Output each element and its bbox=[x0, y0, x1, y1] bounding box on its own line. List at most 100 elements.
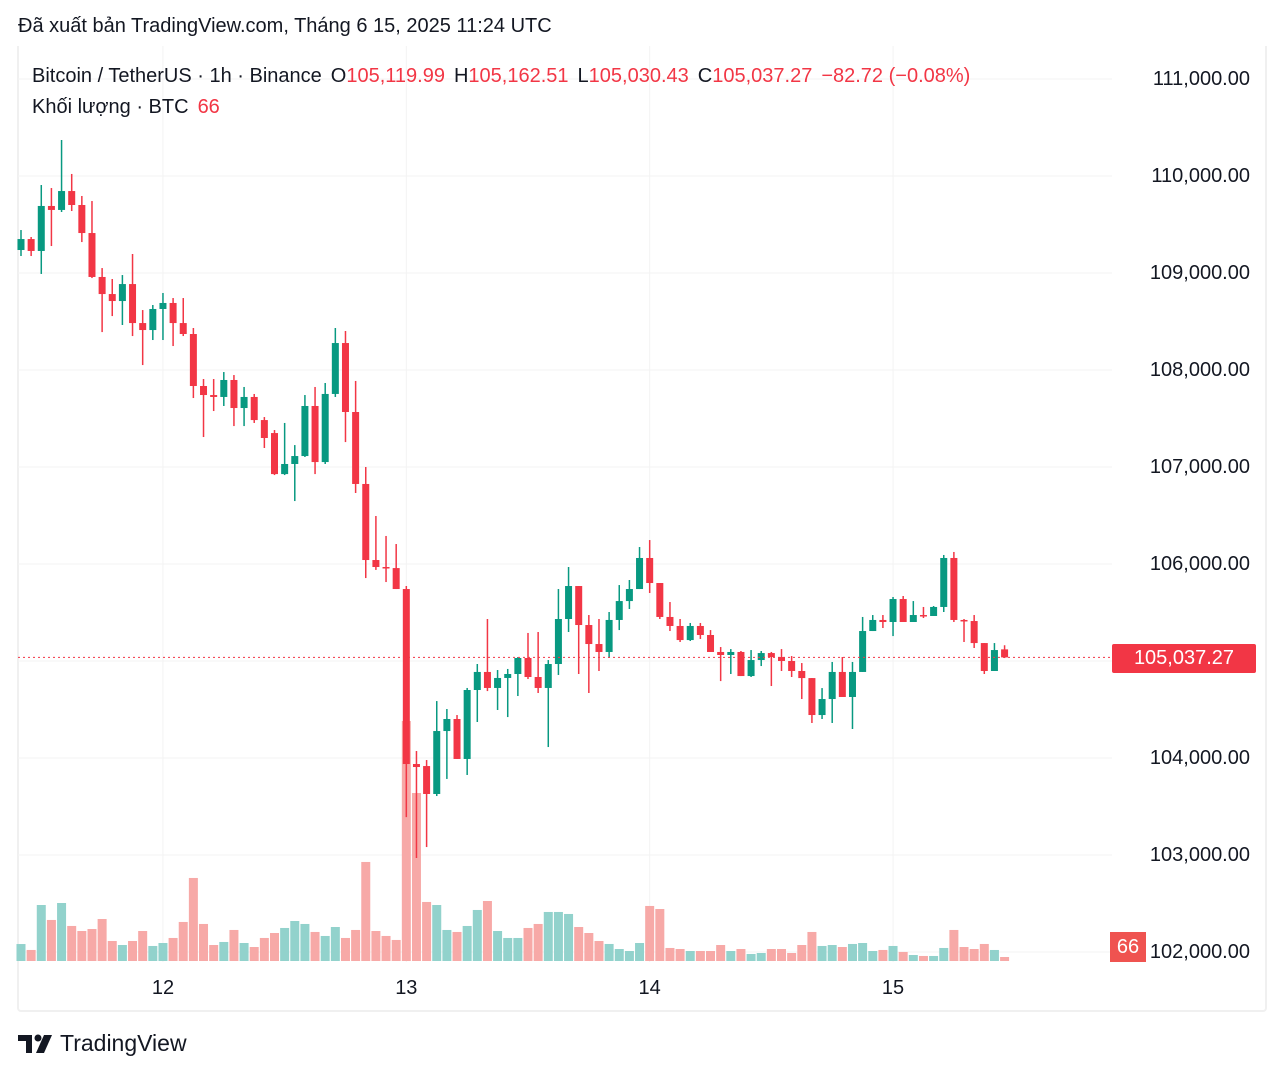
candle[interactable] bbox=[656, 583, 664, 619]
candle[interactable] bbox=[575, 586, 583, 674]
candle[interactable] bbox=[37, 185, 45, 274]
candle[interactable] bbox=[118, 275, 126, 325]
candle[interactable] bbox=[919, 606, 927, 619]
candle[interactable] bbox=[717, 647, 725, 682]
candle[interactable] bbox=[27, 237, 35, 257]
candle[interactable] bbox=[686, 622, 694, 642]
candle[interactable] bbox=[666, 602, 674, 632]
candle[interactable] bbox=[707, 630, 715, 652]
candle[interactable] bbox=[727, 649, 735, 674]
candle[interactable] bbox=[240, 386, 248, 427]
candle[interactable] bbox=[139, 310, 147, 366]
candle[interactable] bbox=[68, 173, 76, 212]
candle[interactable] bbox=[402, 586, 410, 818]
candle[interactable] bbox=[889, 596, 897, 637]
candle[interactable] bbox=[88, 201, 96, 279]
candle[interactable] bbox=[382, 535, 390, 583]
candle[interactable] bbox=[1001, 645, 1009, 659]
candle[interactable] bbox=[899, 596, 907, 623]
candle[interactable] bbox=[149, 305, 157, 341]
candle[interactable] bbox=[129, 253, 137, 337]
candle[interactable] bbox=[859, 616, 867, 672]
candle[interactable] bbox=[808, 678, 816, 723]
tradingview-logo[interactable]: TradingView bbox=[18, 1030, 187, 1057]
volume-bar bbox=[959, 947, 969, 961]
candle[interactable] bbox=[301, 395, 309, 458]
candle[interactable] bbox=[696, 622, 704, 639]
candle[interactable] bbox=[260, 417, 268, 448]
candle[interactable] bbox=[636, 547, 644, 590]
candle[interactable] bbox=[585, 615, 593, 694]
candle[interactable] bbox=[848, 661, 856, 729]
candle[interactable] bbox=[676, 618, 684, 642]
candle[interactable] bbox=[930, 606, 938, 616]
candle[interactable] bbox=[757, 651, 765, 667]
candle[interactable] bbox=[737, 651, 745, 677]
candle[interactable] bbox=[960, 618, 968, 642]
candle[interactable] bbox=[159, 292, 167, 341]
candle[interactable] bbox=[189, 327, 197, 399]
candle[interactable] bbox=[108, 279, 116, 317]
candle[interactable] bbox=[615, 585, 623, 631]
candle[interactable] bbox=[433, 701, 441, 797]
candle[interactable] bbox=[970, 615, 978, 649]
candle[interactable] bbox=[818, 688, 826, 720]
candle[interactable] bbox=[483, 618, 491, 692]
candle[interactable] bbox=[909, 601, 917, 623]
candle[interactable] bbox=[17, 230, 25, 257]
candle[interactable] bbox=[412, 751, 420, 859]
candle[interactable] bbox=[798, 663, 806, 700]
candle[interactable] bbox=[311, 386, 319, 475]
candle[interactable] bbox=[869, 615, 877, 632]
candle[interactable] bbox=[352, 380, 360, 493]
candle[interactable] bbox=[78, 195, 86, 243]
candle[interactable] bbox=[463, 687, 471, 775]
candle[interactable] bbox=[250, 393, 258, 423]
candle[interactable] bbox=[392, 544, 400, 590]
candle[interactable] bbox=[473, 664, 481, 723]
candle[interactable] bbox=[271, 430, 278, 476]
candle[interactable] bbox=[646, 540, 654, 594]
candle[interactable] bbox=[524, 632, 532, 680]
candle[interactable] bbox=[950, 551, 958, 623]
candle[interactable] bbox=[494, 670, 502, 710]
candle[interactable] bbox=[940, 554, 948, 613]
candle[interactable] bbox=[980, 643, 988, 674]
candle[interactable] bbox=[331, 327, 339, 397]
candle[interactable] bbox=[372, 515, 380, 570]
candle[interactable] bbox=[747, 650, 755, 678]
candle[interactable] bbox=[595, 618, 603, 671]
candle[interactable] bbox=[179, 298, 187, 337]
candle[interactable] bbox=[838, 657, 846, 697]
candle[interactable] bbox=[504, 668, 512, 718]
candle[interactable] bbox=[625, 580, 633, 610]
candle[interactable] bbox=[544, 660, 552, 748]
candle[interactable] bbox=[423, 760, 431, 848]
candle[interactable] bbox=[828, 661, 836, 723]
candle[interactable] bbox=[788, 656, 796, 678]
candle[interactable] bbox=[514, 657, 522, 697]
candle[interactable] bbox=[47, 188, 55, 247]
candle[interactable] bbox=[767, 651, 775, 687]
candle[interactable] bbox=[554, 589, 562, 675]
candle[interactable] bbox=[210, 379, 218, 412]
candle[interactable] bbox=[230, 375, 238, 427]
candle[interactable] bbox=[220, 372, 228, 406]
candle[interactable] bbox=[443, 709, 451, 779]
candle[interactable] bbox=[321, 382, 329, 464]
candle[interactable] bbox=[565, 567, 573, 632]
candle[interactable] bbox=[341, 331, 349, 443]
candle[interactable] bbox=[291, 445, 299, 502]
candle[interactable] bbox=[879, 615, 887, 629]
candle[interactable] bbox=[200, 379, 208, 438]
candle[interactable] bbox=[169, 298, 177, 347]
candle[interactable] bbox=[453, 715, 461, 759]
candle[interactable] bbox=[605, 612, 613, 658]
candle[interactable] bbox=[98, 268, 106, 333]
candle[interactable] bbox=[58, 140, 66, 212]
candle[interactable] bbox=[281, 422, 289, 476]
candle[interactable] bbox=[778, 649, 785, 671]
candle[interactable] bbox=[534, 631, 542, 694]
candle[interactable] bbox=[362, 467, 370, 579]
